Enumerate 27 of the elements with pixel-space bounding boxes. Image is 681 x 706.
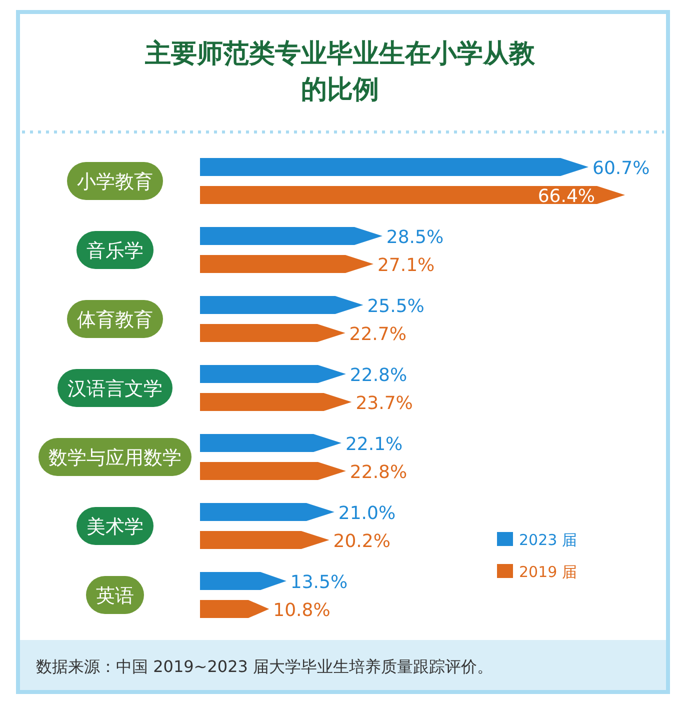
y-tick-label: 音乐学 [86, 240, 144, 262]
legend-label: 2019 届 [519, 563, 577, 581]
chart-title: 主要师范类专业毕业生在小学从教的比例 [144, 39, 536, 105]
y-tick-label: 体育教育 [77, 309, 153, 331]
data-label: 13.5% [290, 572, 348, 593]
data-label: 23.7% [356, 393, 413, 414]
data-label: 28.5% [386, 227, 444, 248]
data-label: 22.1% [345, 434, 403, 455]
y-tick-label: 英语 [96, 585, 134, 607]
data-label: 25.5% [367, 296, 424, 317]
data-label: 66.4% [538, 186, 595, 207]
data-label: 22.7% [349, 324, 406, 345]
y-tick-label: 数学与应用数学 [48, 447, 182, 469]
data-label: 20.2% [333, 531, 390, 552]
data-label: 22.8% [350, 462, 408, 483]
source-note: 数据来源：中国 2019~2023 届大学毕业生培养质量跟踪评价。 [36, 657, 494, 676]
y-tick-label: 美术学 [86, 516, 144, 538]
y-tick-label: 小学教育 [77, 171, 153, 193]
y-tick-label: 汉语言文学 [68, 378, 162, 400]
bar [200, 158, 589, 176]
data-label: 27.1% [377, 255, 435, 276]
data-label: 21.0% [338, 503, 396, 524]
legend-label: 2023 届 [519, 531, 577, 549]
bar [200, 186, 625, 204]
data-label: 10.8% [273, 600, 330, 621]
data-label: 60.7% [592, 158, 650, 179]
data-label: 22.8% [350, 365, 408, 386]
